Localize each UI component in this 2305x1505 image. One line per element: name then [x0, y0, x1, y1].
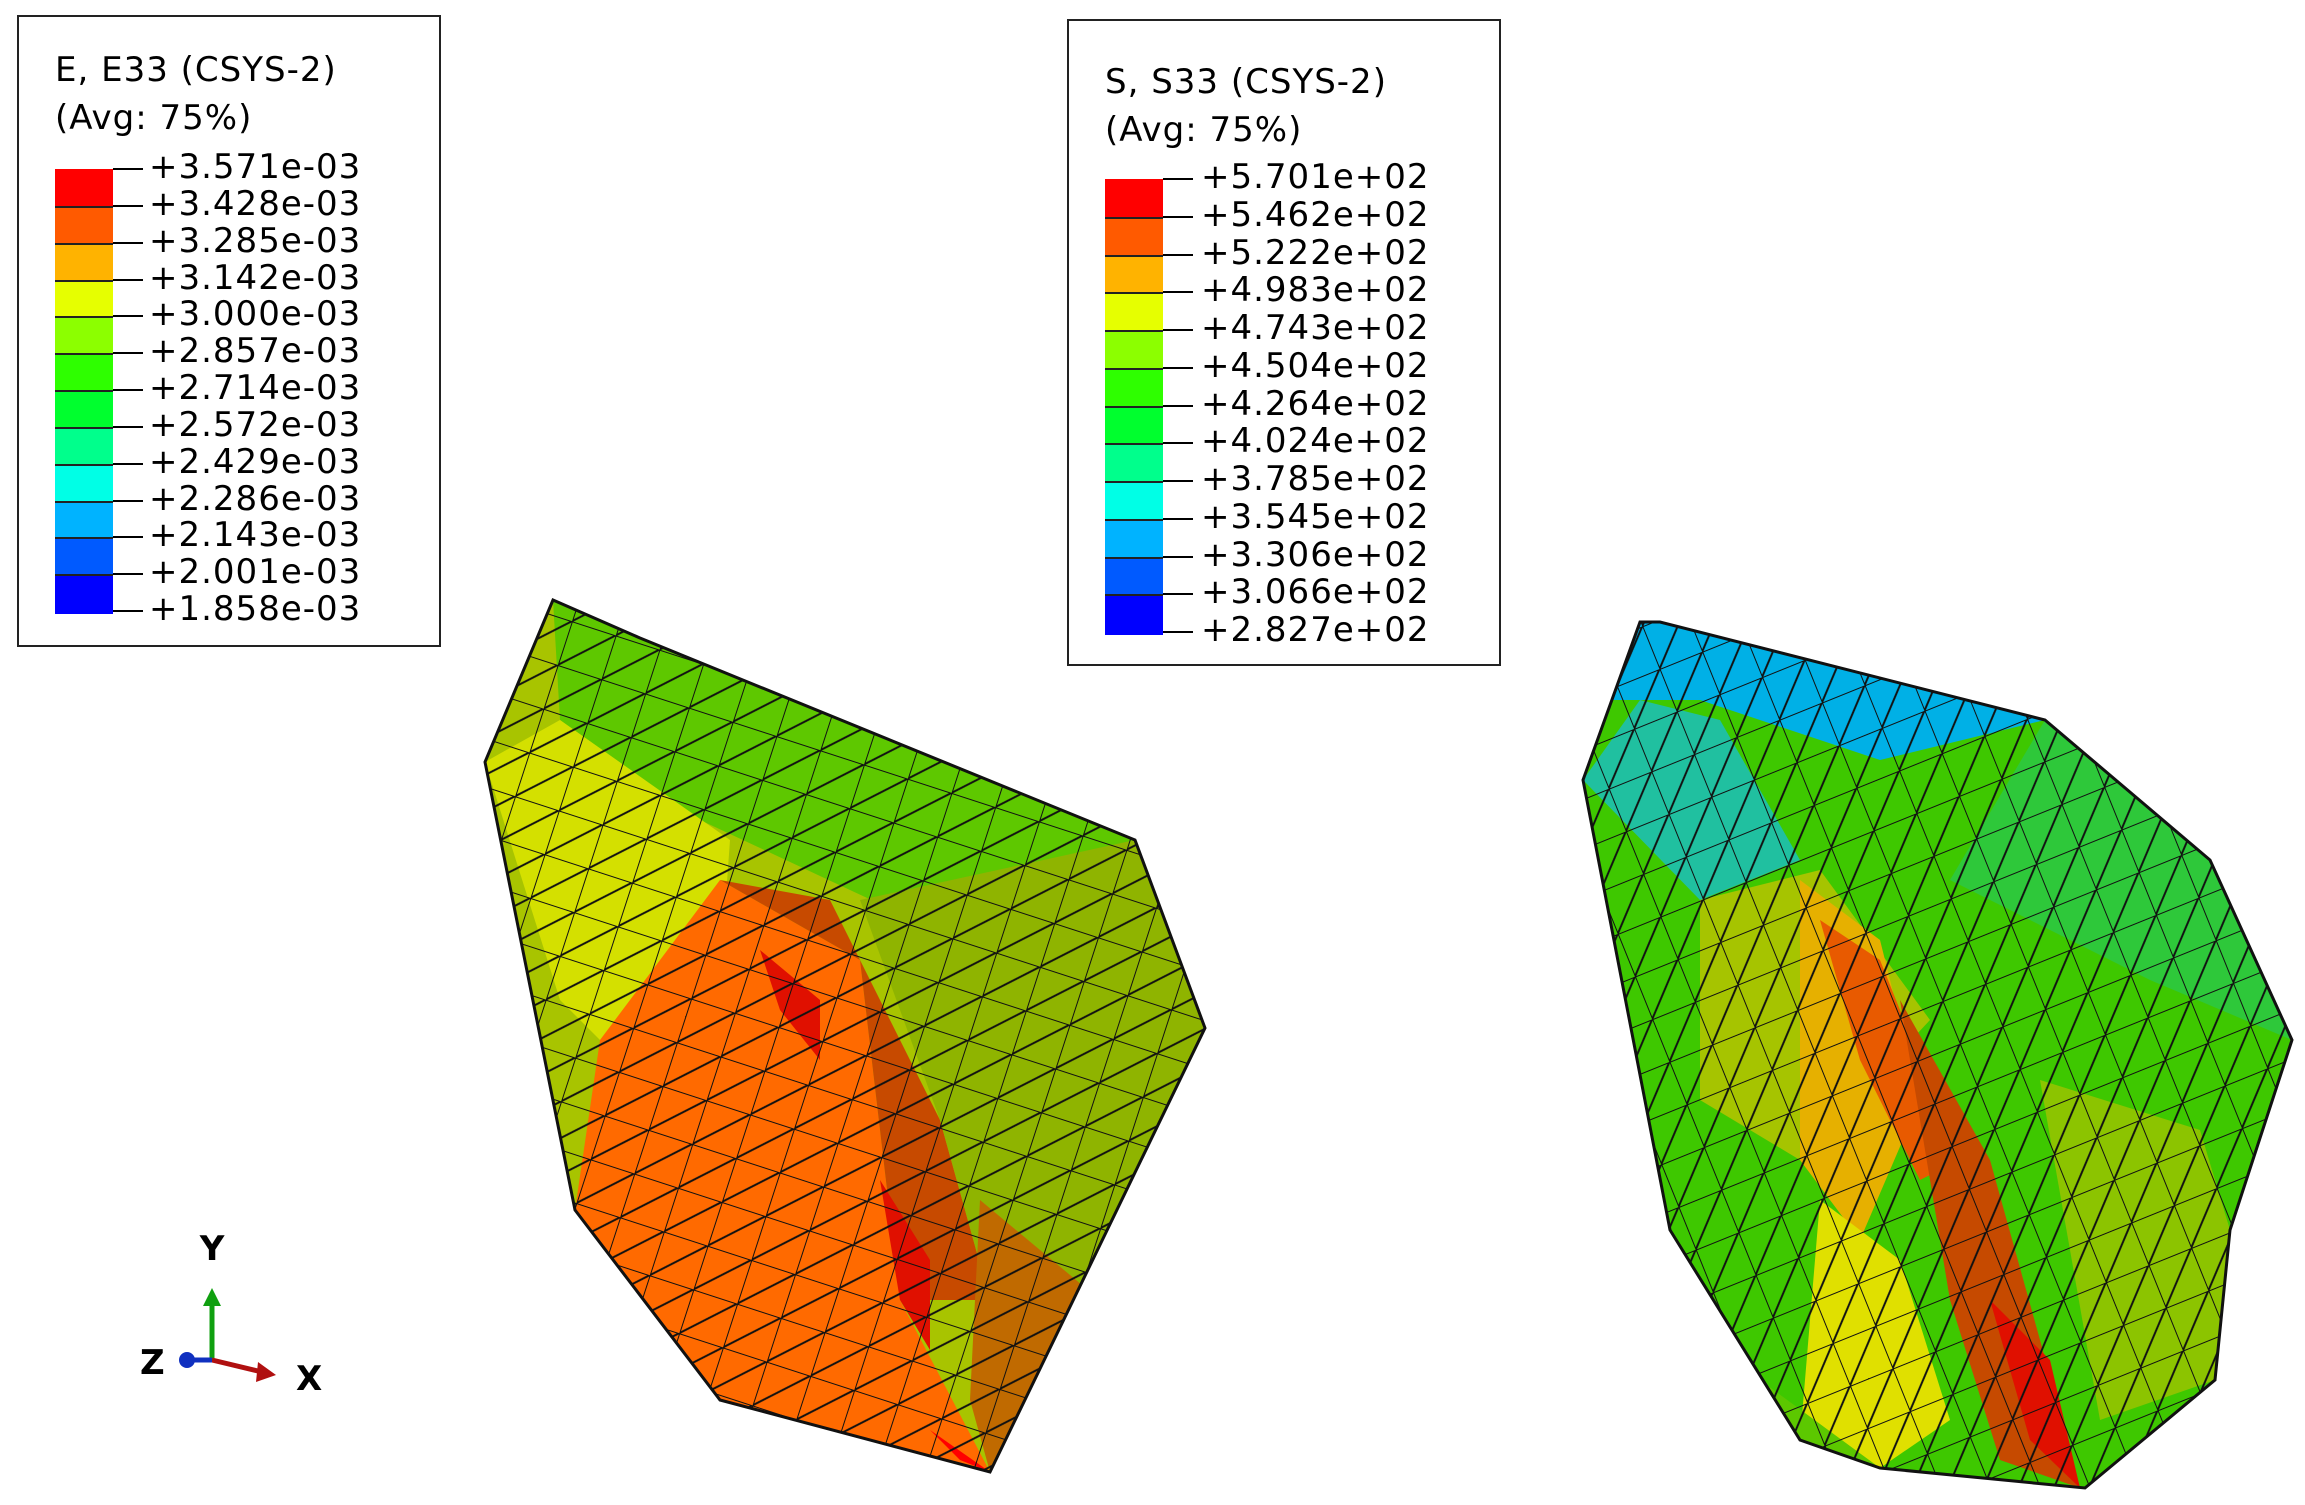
legend-value-label: +3.066e+02	[1201, 572, 1430, 613]
legend-tick	[113, 499, 143, 502]
legend-tick	[1163, 366, 1193, 369]
legend-value-label: +3.000e-03	[149, 294, 362, 335]
legend-tick	[113, 536, 143, 539]
legend-value-label: +3.285e-03	[149, 220, 362, 261]
legend-tick	[1163, 253, 1193, 256]
legend-tick	[1163, 480, 1193, 482]
legend-value-label: +2.143e-03	[149, 515, 362, 556]
color-band	[55, 390, 113, 430]
color-band	[1105, 292, 1163, 333]
legend-value-label: +3.785e+02	[1201, 459, 1430, 499]
legend-value-label: +4.264e+02	[1201, 383, 1430, 424]
legend-tick	[113, 352, 143, 355]
color-band	[55, 574, 113, 614]
legend-value-label: +5.222e+02	[1201, 232, 1430, 273]
legend-tick	[1163, 631, 1193, 633]
legend-tick	[113, 425, 143, 428]
legend-value-label: +1.858e-03	[149, 589, 362, 629]
axis-x-label: X	[296, 1359, 322, 1399]
color-band	[55, 463, 113, 504]
legend-tick	[1163, 404, 1193, 407]
legend-tick	[1163, 178, 1193, 180]
legend-stress: S, S33 (CSYS-2) (Avg: 75%) +5.701e+02 +5.…	[1067, 19, 1501, 666]
color-band	[1105, 254, 1163, 296]
color-band	[1105, 367, 1163, 409]
legend-tick	[113, 168, 143, 170]
legend-value-label: +2.001e-03	[149, 552, 362, 593]
legend-title: S, S33 (CSYS-2)	[1105, 62, 1387, 102]
legend-value-label: +2.429e-03	[149, 441, 362, 482]
color-band	[1105, 556, 1163, 598]
legend-subtitle: (Avg: 75%)	[55, 98, 253, 138]
color-band	[55, 205, 113, 246]
color-bar	[55, 169, 113, 614]
legend-title: E, E33 (CSYS-2)	[55, 50, 337, 90]
color-band	[55, 500, 113, 541]
legend-tick	[1163, 215, 1193, 218]
legend-value-label: +5.701e+02	[1201, 157, 1430, 197]
axis-z-label: Z	[140, 1343, 165, 1383]
legend-value-label: +3.306e+02	[1201, 534, 1430, 575]
legend-value-label: +3.142e-03	[149, 257, 362, 298]
color-band	[1105, 481, 1163, 522]
legend-value-label: +2.286e-03	[149, 478, 362, 519]
legend-value-label: +2.714e-03	[149, 368, 362, 408]
legend-value-label: +4.024e+02	[1201, 421, 1430, 462]
color-band	[1105, 443, 1163, 484]
legend-strain: E, E33 (CSYS-2) (Avg: 75%) +3.571e-03 +3.…	[17, 15, 441, 647]
legend-tick	[113, 389, 143, 391]
legend-tick	[1163, 517, 1193, 520]
color-band	[55, 426, 113, 467]
legend-tick	[113, 278, 143, 281]
legend-tick	[113, 610, 143, 612]
legend-value-label: +3.428e-03	[149, 183, 362, 224]
legend-value-label: +4.743e+02	[1201, 308, 1430, 348]
legend-value-label: +4.504e+02	[1201, 345, 1430, 386]
color-bar	[1105, 179, 1163, 635]
color-band	[55, 279, 113, 320]
legend-tick	[113, 315, 143, 318]
legend-tick	[1163, 329, 1193, 331]
legend-tick	[1163, 291, 1193, 294]
color-band	[55, 537, 113, 578]
color-band	[1105, 594, 1163, 635]
legend-value-label: +2.827e+02	[1201, 610, 1430, 650]
color-band	[1105, 216, 1163, 258]
legend-value-label: +5.462e+02	[1201, 194, 1430, 235]
legend-value-label: +4.983e+02	[1201, 270, 1430, 311]
color-band	[55, 169, 113, 207]
legend-value-label: +2.572e-03	[149, 404, 362, 445]
color-band	[1105, 405, 1163, 447]
color-band	[1105, 330, 1163, 371]
legend-tick	[113, 573, 143, 576]
legend-tick	[1163, 555, 1193, 558]
legend-subtitle: (Avg: 75%)	[1105, 110, 1303, 150]
color-band	[55, 353, 113, 393]
legend-tick	[113, 462, 143, 465]
legend-tick	[113, 241, 143, 244]
legend-value-label: +3.571e-03	[149, 147, 362, 187]
color-band	[1105, 518, 1163, 560]
axis-y-label: Y	[199, 1229, 225, 1269]
color-band	[55, 316, 113, 357]
coordinate-triad: Y X Z	[140, 1229, 322, 1399]
color-band	[55, 242, 113, 283]
legend-tick	[113, 204, 143, 207]
legend-value-label: +2.857e-03	[149, 331, 362, 372]
legend-tick	[1163, 442, 1193, 445]
legend-tick	[1163, 593, 1193, 596]
legend-value-label: +3.545e+02	[1201, 496, 1430, 537]
color-band	[1105, 179, 1163, 218]
